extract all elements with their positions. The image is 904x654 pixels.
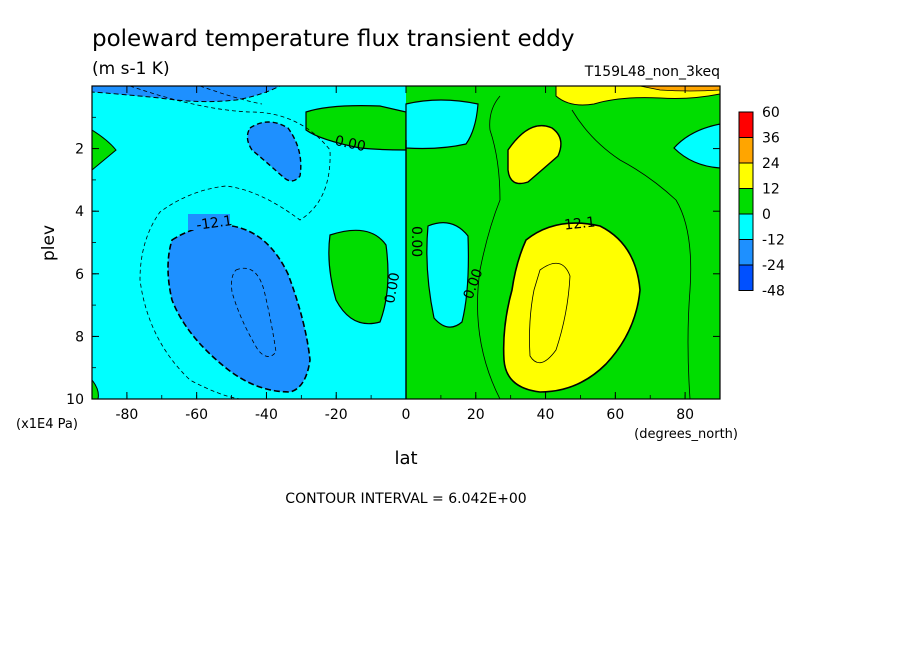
- x-axis-units: (degrees_north): [634, 427, 738, 442]
- x-tick-label: 0: [402, 407, 411, 423]
- colorbar-swatch: [738, 111, 754, 138]
- colorbar-swatch: [738, 264, 754, 291]
- x-axis: -80 -60 -40 -20 0 20 40 60 80: [91, 86, 721, 423]
- colorbar-swatch: [738, 162, 754, 189]
- x-tick-label: -60: [185, 407, 208, 423]
- chart-title: poleward temperature flux transient eddy: [92, 26, 574, 52]
- y-tick-label: 2: [75, 142, 84, 158]
- colorbar-swatch: [738, 188, 754, 215]
- units-label: (m s-1 K): [92, 59, 170, 79]
- y-axis: 2 4 6 8 10: [66, 116, 720, 408]
- contour-labels: -12.1 0.00 0.00 0.00 0.00 12.1: [188, 133, 596, 305]
- contour-interval-note: CONTOUR INTERVAL = 6.042E+00: [285, 491, 526, 507]
- colorbar-label: -12: [762, 233, 785, 249]
- colorbar-label: 24: [762, 156, 780, 172]
- y-axis-units: (x1E4 Pa): [16, 417, 78, 432]
- y-tick-label: 4: [75, 204, 84, 220]
- contour-label-zero-2: 0.00: [408, 226, 424, 257]
- y-tick-label: 6: [75, 267, 84, 283]
- x-tick-label: 80: [676, 407, 694, 423]
- x-tick-label: 60: [606, 407, 624, 423]
- x-tick-label: -20: [325, 407, 348, 423]
- colorbar-label: 12: [762, 182, 780, 198]
- contour-label-pos-12: 12.1: [563, 214, 596, 233]
- contour-field: [92, 86, 720, 399]
- x-tick-label: -40: [255, 407, 278, 423]
- x-tick-label: 40: [537, 407, 555, 423]
- colorbar-label: -48: [762, 284, 785, 300]
- colorbar-label: 0: [762, 207, 771, 223]
- experiment-label: T159L48_non_3keq: [584, 64, 720, 80]
- y-tick-label: 10: [66, 392, 84, 408]
- contour-label-neg-12: -12.1: [195, 213, 233, 234]
- contour-label-zero-3: 0.00: [382, 271, 403, 304]
- y-axis-label: plev: [39, 225, 59, 261]
- colorbar-label: 60: [762, 105, 780, 121]
- x-tick-label: -80: [115, 407, 138, 423]
- x-tick-label: 20: [467, 407, 485, 423]
- colorbar-swatch: [738, 213, 754, 240]
- colorbar: 60 36 24 12 0 -12 -24 -48: [738, 105, 785, 300]
- y-tick-label: 8: [75, 329, 84, 345]
- colorbar-label: 36: [762, 131, 780, 147]
- x-axis-label: lat: [394, 448, 417, 469]
- colorbar-label: -24: [762, 258, 785, 274]
- colorbar-swatch: [738, 137, 754, 164]
- colorbar-swatch: [738, 239, 754, 266]
- contour-label-zero-1: 0.00: [333, 133, 367, 155]
